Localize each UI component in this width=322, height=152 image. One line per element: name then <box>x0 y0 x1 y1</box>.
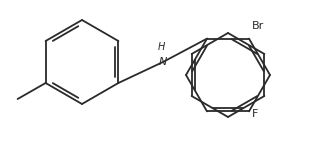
Text: H: H <box>157 42 165 52</box>
Text: F: F <box>252 109 258 119</box>
Text: N: N <box>159 57 167 67</box>
Text: Br: Br <box>252 21 264 31</box>
